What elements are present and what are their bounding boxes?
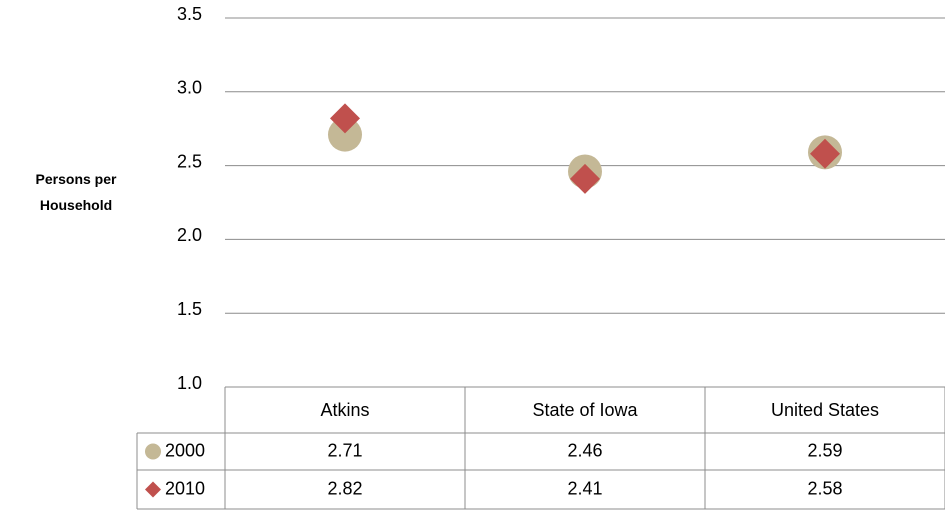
legend-label: 2000 (165, 440, 205, 460)
y-tick-label: 2.5 (177, 151, 202, 171)
y-tick-label: 1.0 (177, 373, 202, 393)
data-point (328, 117, 362, 152)
y-tick-label: 3.5 (177, 4, 202, 24)
x-tick-label: United States (771, 400, 879, 420)
table-value: 2.58 (807, 478, 842, 498)
legend-marker (145, 443, 161, 460)
table-value: 2.71 (327, 440, 362, 460)
y-tick-label: 1.5 (177, 299, 202, 319)
x-tick-label: State of Iowa (532, 400, 638, 420)
legend-label: 2010 (165, 478, 205, 498)
y-tick-label: 2.0 (177, 225, 202, 245)
y-tick-label: 3.0 (177, 78, 202, 98)
table-value: 2.46 (567, 440, 602, 460)
y-axis-label: Persons per Household (35, 171, 117, 213)
data-point (570, 163, 600, 194)
legend-marker (145, 481, 161, 498)
table-value: 2.59 (807, 440, 842, 460)
data-point (330, 103, 360, 134)
data-point (810, 138, 840, 169)
table-value: 2.82 (327, 478, 362, 498)
table-value: 2.41 (567, 478, 602, 498)
x-tick-label: Atkins (320, 400, 369, 420)
